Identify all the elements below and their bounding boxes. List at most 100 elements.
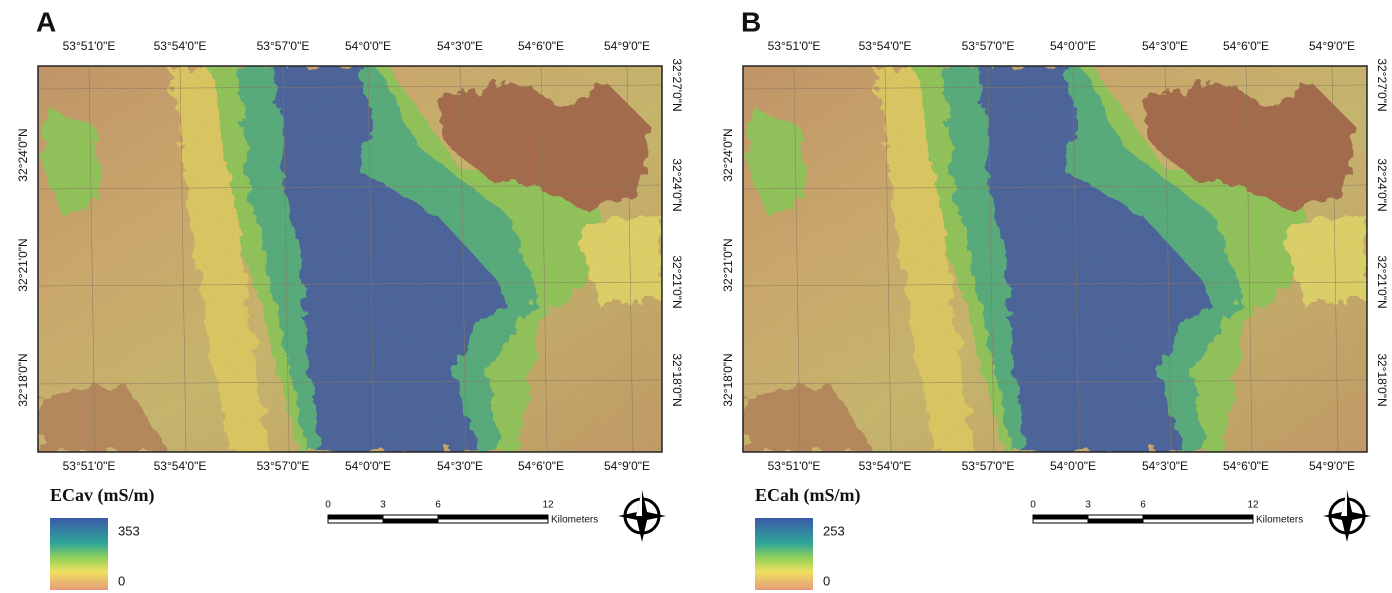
latitude-label: 32°24'0"N (721, 128, 735, 181)
map-image (38, 66, 662, 452)
legend-title: ECah (mS/m) (755, 485, 861, 506)
scale-unit: Kilometers (1256, 515, 1303, 526)
latitude-label: 32°18'0"N (670, 353, 684, 406)
graticule (38, 379, 662, 385)
latitude-label: 32°18'0"N (721, 353, 735, 406)
color-ramp (755, 518, 813, 590)
scale-tick-label: 12 (1247, 500, 1259, 511)
latitude-label: 32°24'0"N (16, 128, 30, 181)
longitude-label: 53°57'0"E (962, 39, 1015, 53)
map-frame (742, 65, 1368, 453)
scale-tick-label: 0 (1030, 500, 1036, 511)
scale-seg (437, 514, 549, 520)
scale-tick-label: 12 (542, 500, 554, 511)
latitude-label: 32°27'0"N (670, 58, 684, 111)
scale-unit: Kilometers (551, 515, 598, 526)
color-ramp (50, 518, 108, 590)
legend-max: 353 (118, 523, 140, 538)
latitude-label: 32°21'0"N (670, 255, 684, 308)
longitude-label: 54°9'0"E (604, 459, 650, 473)
legend-min: 0 (118, 573, 125, 588)
scale-seg (382, 518, 439, 524)
graticule (367, 66, 375, 452)
scale-seg (1032, 514, 1089, 520)
scale-tick-label: 0 (325, 500, 331, 511)
latitude-label: 32°21'0"N (1375, 255, 1389, 308)
latitude-label: 32°24'0"N (1375, 158, 1389, 211)
graticule (1072, 66, 1080, 452)
graticule (540, 66, 548, 452)
longitude-label: 53°57'0"E (962, 459, 1015, 473)
longitude-label: 54°6'0"E (518, 39, 564, 53)
longitude-label: 54°0'0"E (1050, 39, 1096, 53)
graticule (987, 66, 995, 452)
map-texture (38, 66, 662, 452)
north-arrow (1323, 490, 1371, 542)
longitude-label: 54°0'0"E (345, 39, 391, 53)
scale-tick-label: 3 (1085, 500, 1091, 511)
map-frame (37, 65, 663, 453)
scale-seg (327, 514, 384, 520)
scale-seg (437, 518, 549, 524)
scale-tick-label: 3 (380, 500, 386, 511)
longitude-label: 53°51'0"E (768, 459, 821, 473)
longitude-label: 54°0'0"E (1050, 459, 1096, 473)
longitude-label: 54°9'0"E (1309, 459, 1355, 473)
legend-title: ECav (mS/m) (50, 485, 155, 506)
scale-seg (1087, 514, 1144, 520)
longitude-label: 54°6'0"E (1223, 459, 1269, 473)
graticule (743, 184, 1367, 190)
north-arrow (618, 490, 666, 542)
latitude-label: 32°27'0"N (1375, 58, 1389, 111)
longitude-label: 53°54'0"E (859, 39, 912, 53)
panel: A 53°51'0"E 53°54'0"E 53°57'0"E 54°0'0"E 54°3… (16, 6, 684, 590)
scale-seg (1032, 518, 1089, 524)
longitude-label: 53°57'0"E (257, 39, 310, 53)
scale-seg (1142, 514, 1254, 520)
graticule (743, 84, 1367, 90)
graticule (282, 66, 290, 452)
longitude-label: 53°54'0"E (154, 459, 207, 473)
map-texture (743, 66, 1367, 452)
longitude-label: 54°6'0"E (1223, 39, 1269, 53)
longitude-label: 54°9'0"E (1309, 39, 1355, 53)
needle-light (1341, 490, 1347, 516)
longitude-label: 53°57'0"E (257, 459, 310, 473)
longitude-label: 54°6'0"E (518, 459, 564, 473)
graticule (884, 66, 892, 452)
latitude-label: 32°24'0"N (670, 158, 684, 211)
longitude-label: 53°51'0"E (768, 39, 821, 53)
graticule (793, 66, 801, 452)
graticule (743, 379, 1367, 385)
graticule (38, 281, 662, 287)
needle-light (636, 490, 642, 516)
scale-seg (1087, 518, 1144, 524)
graticule (626, 66, 634, 452)
longitude-label: 53°54'0"E (154, 39, 207, 53)
map-image (743, 66, 1367, 452)
graticule (179, 66, 187, 452)
graticule (38, 184, 662, 190)
longitude-label: 54°3'0"E (437, 39, 483, 53)
longitude-label: 54°3'0"E (1142, 459, 1188, 473)
longitude-label: 53°51'0"E (63, 39, 116, 53)
scale-tick-label: 6 (1140, 500, 1146, 511)
graticule (459, 66, 467, 452)
latitude-label: 32°18'0"N (16, 353, 30, 406)
longitude-label: 53°54'0"E (859, 459, 912, 473)
graticule (1245, 66, 1253, 452)
graticule (38, 84, 662, 90)
graticule (1164, 66, 1172, 452)
scale-seg (382, 514, 439, 520)
legend-max: 253 (823, 523, 845, 538)
panel: B 53°51'0"E 53°54'0"E 53°57'0"E 54°0'0"E 54°3… (721, 6, 1389, 590)
panel-label: A (36, 6, 56, 37)
graticule (743, 281, 1367, 287)
latitude-label: 32°21'0"N (721, 238, 735, 291)
graticule (88, 66, 96, 452)
longitude-label: 54°3'0"E (1142, 39, 1188, 53)
legend-min: 0 (823, 573, 830, 588)
panel-label: B (741, 6, 761, 37)
graticule (1331, 66, 1339, 452)
